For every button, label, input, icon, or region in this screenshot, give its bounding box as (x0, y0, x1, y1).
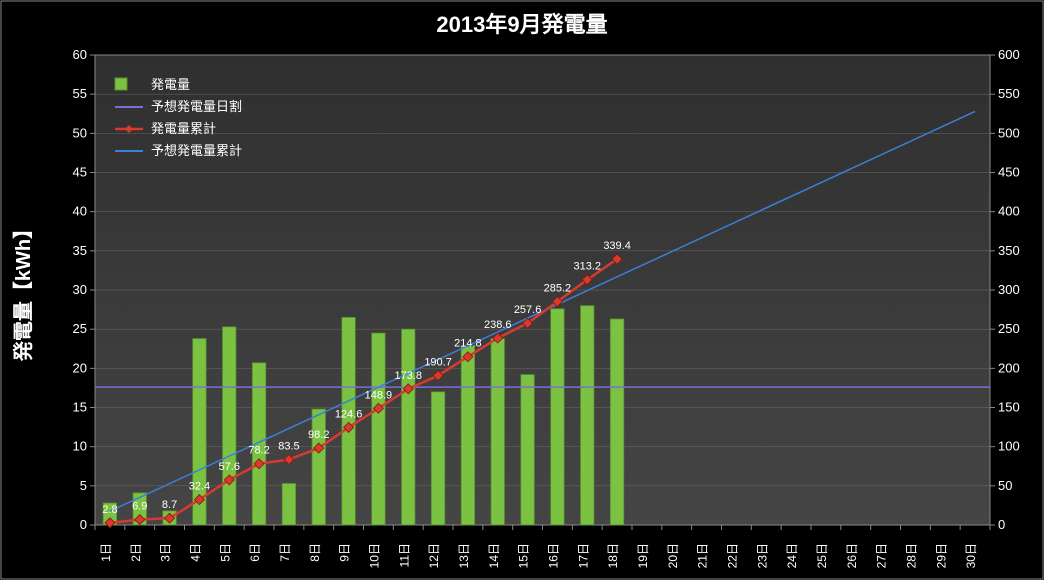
y-left-tick: 0 (80, 517, 87, 532)
y-right-tick: 450 (998, 165, 1020, 180)
cumulative-data-label: 98.2 (308, 429, 329, 441)
x-tick: 5日 (218, 543, 232, 562)
cumulative-data-label: 214.8 (454, 338, 482, 350)
y-right-tick: 400 (998, 204, 1020, 219)
x-tick: 27日 (875, 543, 889, 568)
y-right-tick: 200 (998, 360, 1020, 375)
bar (282, 483, 295, 525)
legend-label: 発電量 (151, 77, 190, 92)
x-tick: 8日 (308, 543, 322, 562)
y-right-tick: 250 (998, 321, 1020, 336)
x-tick: 18日 (606, 543, 620, 568)
y-left-tick: 15 (73, 400, 87, 415)
y-right-tick: 500 (998, 125, 1020, 140)
cumulative-data-label: 173.8 (394, 370, 422, 382)
cumulative-data-label: 6.9 (132, 501, 147, 513)
cumulative-data-label: 313.2 (573, 261, 601, 273)
x-tick: 29日 (934, 543, 948, 568)
legend-label: 予想発電量累計 (151, 143, 242, 158)
bar (521, 375, 534, 525)
cumulative-data-label: 190.7 (424, 357, 452, 369)
x-tick: 21日 (696, 543, 710, 568)
cumulative-data-label: 339.4 (603, 240, 631, 252)
x-tick: 24日 (785, 543, 799, 568)
y-left-tick: 10 (73, 439, 87, 454)
bar (431, 392, 444, 525)
bar (491, 339, 504, 525)
y-right-tick: 550 (998, 86, 1020, 101)
y-right-tick: 100 (998, 439, 1020, 454)
y-left-tick: 55 (73, 86, 87, 101)
x-tick: 17日 (576, 543, 590, 568)
cumulative-data-label: 8.7 (162, 499, 177, 511)
x-tick: 30日 (964, 543, 978, 568)
y-left-tick: 40 (73, 204, 87, 219)
y-left-tick: 20 (73, 360, 87, 375)
x-tick: 19日 (636, 543, 650, 568)
y-right-tick: 300 (998, 282, 1020, 297)
chart-container: 2013年9月発電量051015202530354045505560050100… (0, 0, 1044, 580)
bar (610, 319, 623, 525)
cumulative-data-label: 238.6 (484, 319, 512, 331)
y-right-tick: 150 (998, 400, 1020, 415)
y-right-tick: 0 (998, 517, 1005, 532)
y-left-tick: 60 (73, 47, 87, 62)
y-left-tick: 30 (73, 282, 87, 297)
x-tick: 12日 (427, 543, 441, 568)
x-tick: 16日 (546, 543, 560, 568)
y-left-tick: 25 (73, 321, 87, 336)
bar (461, 346, 474, 525)
x-tick: 7日 (278, 543, 292, 562)
legend-label: 予想発電量日割 (151, 99, 242, 114)
chart-svg: 2013年9月発電量051015202530354045505560050100… (0, 0, 1044, 580)
x-tick: 6日 (248, 543, 262, 562)
y-right-tick: 600 (998, 47, 1020, 62)
cumulative-data-label: 83.5 (278, 441, 299, 453)
x-tick: 13日 (457, 543, 471, 568)
x-tick: 9日 (338, 543, 352, 562)
chart-title: 2013年9月発電量 (436, 12, 607, 37)
x-tick: 28日 (904, 543, 918, 568)
bar (551, 309, 564, 525)
y-right-tick: 50 (998, 478, 1012, 493)
cumulative-data-label: 57.6 (219, 461, 240, 473)
x-tick: 4日 (188, 543, 202, 562)
x-tick: 10日 (367, 543, 381, 568)
cumulative-data-label: 32.4 (189, 481, 210, 493)
x-tick: 14日 (487, 543, 501, 568)
bar (372, 333, 385, 525)
y-axis-label: 発電量【kWh】 (11, 219, 35, 362)
x-tick: 2日 (129, 543, 143, 562)
x-tick: 1日 (99, 543, 113, 562)
cumulative-data-label: 257.6 (514, 304, 542, 316)
bar (581, 306, 594, 525)
x-tick: 3日 (159, 543, 173, 562)
cumulative-data-label: 78.2 (248, 445, 269, 457)
cumulative-data-label: 124.6 (335, 408, 363, 420)
x-tick: 26日 (845, 543, 859, 568)
bar (342, 317, 355, 525)
y-right-tick: 350 (998, 243, 1020, 258)
y-left-tick: 5 (80, 478, 87, 493)
y-left-tick: 50 (73, 125, 87, 140)
bar (223, 327, 236, 525)
x-tick: 20日 (666, 543, 680, 568)
cumulative-data-label: 285.2 (544, 283, 572, 295)
cumulative-data-label: 2.8 (102, 504, 117, 516)
cumulative-data-label: 148.9 (365, 389, 393, 401)
bar (312, 409, 325, 525)
x-tick: 25日 (815, 543, 829, 568)
legend-label: 発電量累計 (151, 121, 216, 136)
x-tick: 15日 (517, 543, 531, 568)
x-tick: 23日 (755, 543, 769, 568)
x-tick: 11日 (397, 543, 411, 567)
bar (402, 329, 415, 525)
y-left-tick: 45 (73, 165, 87, 180)
x-tick: 22日 (725, 543, 739, 568)
y-left-tick: 35 (73, 243, 87, 258)
